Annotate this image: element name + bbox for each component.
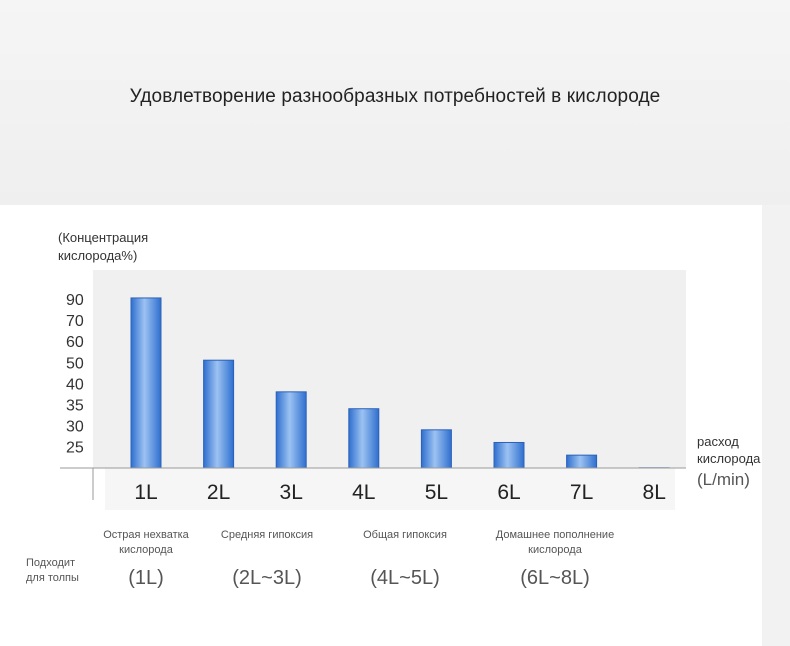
need-label: Острая нехватка кислорода	[103, 529, 189, 556]
x-category-label: 1L	[134, 481, 157, 504]
bar-4L	[348, 408, 380, 469]
x-category-label: 4L	[352, 481, 375, 504]
x-category-label: 2L	[207, 481, 230, 504]
need-range: (1L)	[128, 567, 164, 589]
bar-7L	[566, 454, 598, 469]
bar-3L	[275, 391, 307, 469]
y-tick-label: 30	[66, 419, 84, 436]
y-tick-label: 90	[66, 292, 84, 309]
x-axis-unit: (L/min)	[697, 470, 750, 489]
x-category-label: 5L	[425, 481, 448, 504]
x-axis-title: расход кислорода	[697, 434, 761, 466]
bar-1L	[130, 297, 162, 469]
header-band	[0, 0, 790, 205]
y-tick-label: 50	[66, 355, 84, 372]
need-range: (2L~3L)	[232, 567, 302, 589]
need-range: (6L~8L)	[520, 567, 590, 589]
y-tick-label: 60	[66, 334, 84, 351]
bar-5L	[420, 429, 452, 469]
category-band	[105, 468, 675, 510]
need-label: Домашнее пополнение кислорода	[495, 529, 615, 556]
need-label: Общая гипоксия	[363, 529, 447, 541]
page-title: Удовлетворение разнообразных потребносте…	[129, 86, 661, 107]
y-tick-label: 40	[66, 376, 84, 393]
x-category-label: 7L	[570, 481, 593, 504]
suitable-label: Подходит для толпы	[26, 557, 79, 584]
y-tick-label: 25	[66, 440, 84, 457]
y-tick-label: 70	[66, 313, 84, 330]
x-category-label: 8L	[643, 481, 666, 504]
bar-2L	[203, 359, 235, 469]
plot-area	[93, 270, 686, 468]
need-label: Средняя гипоксия	[220, 529, 314, 541]
y-tick-label: 35	[66, 398, 84, 415]
x-category-label: 3L	[280, 481, 303, 504]
bar-6L	[493, 441, 525, 469]
y-axis-title: (Концентрация кислорода%)	[58, 230, 149, 263]
need-range: (4L~5L)	[370, 567, 440, 589]
x-category-label: 6L	[497, 481, 520, 504]
